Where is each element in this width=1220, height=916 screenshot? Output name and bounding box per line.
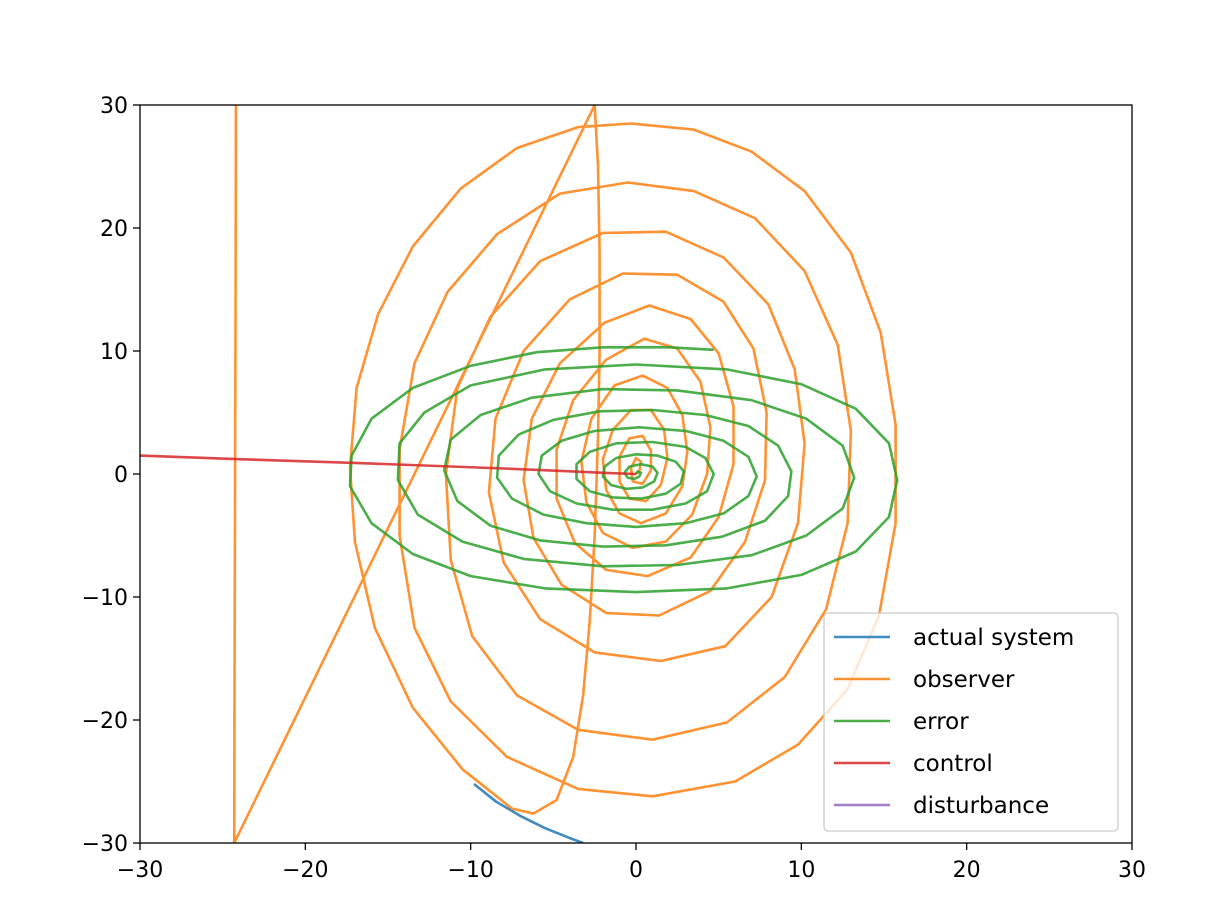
y-tick-label: 0 bbox=[114, 463, 128, 488]
x-tick-label: 20 bbox=[953, 858, 981, 883]
legend-box bbox=[823, 612, 1119, 832]
series-line-control bbox=[140, 454, 637, 476]
x-tick-label: −20 bbox=[282, 858, 328, 883]
legend-label-control: control bbox=[913, 751, 993, 777]
y-tick-label: −30 bbox=[82, 832, 128, 857]
legend: actual system observer error control disturb… bbox=[823, 612, 1119, 832]
series-line-error bbox=[348, 346, 899, 594]
y-tick-label: 10 bbox=[100, 340, 128, 365]
y-tick-label: 20 bbox=[100, 217, 128, 242]
x-tick-label: 10 bbox=[787, 858, 815, 883]
legend-label-observer: observer bbox=[913, 667, 1015, 693]
x-tick-label: −30 bbox=[117, 858, 163, 883]
legend-label-actual-system: actual system bbox=[913, 625, 1074, 651]
x-tick-label: 30 bbox=[1118, 858, 1146, 883]
ticks-layer: −30 −20 −10 0 10 20 30 −30 −20 −10 0 10 20 30 bbox=[82, 94, 1146, 883]
series-line-observer bbox=[232, 105, 897, 843]
y-tick-label: 30 bbox=[100, 94, 128, 119]
legend-label-error: error bbox=[913, 709, 969, 735]
y-tick-label: −10 bbox=[82, 586, 128, 611]
series-line-actual-system bbox=[473, 782, 584, 843]
series-layer bbox=[140, 105, 899, 843]
x-tick-label: −10 bbox=[447, 858, 493, 883]
legend-label-disturbance: disturbance bbox=[913, 793, 1049, 819]
x-tick-label: 0 bbox=[629, 858, 643, 883]
y-tick-label: −20 bbox=[82, 709, 128, 734]
